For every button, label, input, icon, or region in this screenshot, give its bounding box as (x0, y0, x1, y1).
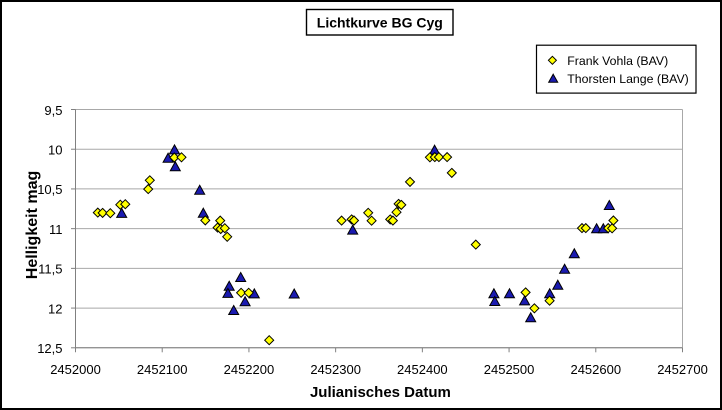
svg-text:Lichtkurve BG Cyg: Lichtkurve BG Cyg (317, 15, 443, 31)
svg-text:2452700: 2452700 (657, 362, 708, 377)
svg-text:2452000: 2452000 (50, 362, 101, 377)
svg-text:2452400: 2452400 (397, 362, 448, 377)
svg-text:2452200: 2452200 (224, 362, 275, 377)
svg-text:Frank Vohla (BAV): Frank Vohla (BAV) (567, 54, 668, 68)
svg-text:2452500: 2452500 (484, 362, 535, 377)
svg-text:2452300: 2452300 (310, 362, 361, 377)
svg-text:12: 12 (48, 301, 62, 316)
svg-text:Helligkeit mag: Helligkeit mag (24, 171, 41, 279)
svg-text:10: 10 (48, 143, 62, 158)
svg-text:11,5: 11,5 (38, 262, 62, 277)
svg-text:10,5: 10,5 (37, 182, 62, 197)
svg-text:11: 11 (49, 222, 63, 237)
svg-text:2452100: 2452100 (137, 362, 188, 377)
svg-text:12,5: 12,5 (37, 341, 62, 356)
svg-text:9,5: 9,5 (44, 103, 62, 118)
svg-text:Thorsten Lange (BAV): Thorsten Lange (BAV) (567, 72, 688, 86)
svg-text:Julianisches Datum: Julianisches Datum (310, 384, 451, 401)
svg-text:2452600: 2452600 (570, 362, 621, 377)
